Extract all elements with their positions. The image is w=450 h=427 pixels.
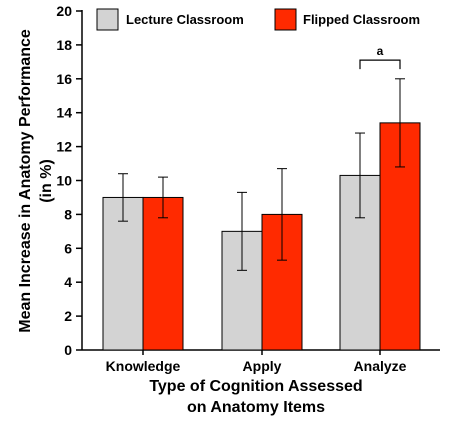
x-axis-title-line-1: Type of Cognition Assessed xyxy=(149,378,362,395)
y-tick-label: 20 xyxy=(56,3,72,19)
x-tick-label-analyze: Analyze xyxy=(354,358,407,374)
y-axis-title-line-2: (in %) xyxy=(38,159,55,203)
y-tick-label: 8 xyxy=(64,206,72,222)
y-axis-title: Mean Increase in Anatomy Performance (in … xyxy=(17,29,55,333)
y-tick-label: 6 xyxy=(64,240,72,256)
bars xyxy=(102,122,421,351)
x-tick-label-apply: Apply xyxy=(243,358,282,374)
x-axis-title: Type of Cognition Assessed on Anatomy Ite… xyxy=(149,378,362,416)
y-tick-label: 0 xyxy=(64,342,72,358)
legend-swatch-lecture-classroom xyxy=(96,8,119,31)
error-bars xyxy=(118,78,405,271)
legend-label-lecture-classroom: Lecture Classroom xyxy=(126,12,244,27)
y-tick-label: 16 xyxy=(56,71,72,87)
x-tick-label-knowledge: Knowledge xyxy=(106,358,181,374)
y-tick-label: 2 xyxy=(64,308,72,324)
y-tick-label: 12 xyxy=(56,139,72,155)
axis-titles: Mean Increase in Anatomy Performance (in … xyxy=(17,29,363,416)
significance-label: a xyxy=(377,44,384,58)
y-tick-label: 10 xyxy=(56,173,72,189)
legend-swatch-flipped-classroom xyxy=(274,8,297,31)
legend-label-flipped-classroom: Flipped Classroom xyxy=(303,12,420,27)
y-tick-label: 18 xyxy=(56,37,72,53)
y-tick-label: 4 xyxy=(64,274,72,290)
y-tick-label: 14 xyxy=(56,105,72,121)
significance-bracket xyxy=(359,59,401,70)
x-axis-title-line-2: on Anatomy Items xyxy=(187,399,325,416)
axes: 0 2 4 6 8 10 12 14 16 18 20 Knowledge Apply Analyze xyxy=(56,3,440,374)
annotations: a xyxy=(359,44,401,70)
legend: Lecture Classroom Flipped Classroom xyxy=(96,8,420,31)
y-axis-title-line-1: Mean Increase in Anatomy Performance xyxy=(17,29,34,333)
bar-flipped-classroom-knowledge xyxy=(142,196,184,351)
